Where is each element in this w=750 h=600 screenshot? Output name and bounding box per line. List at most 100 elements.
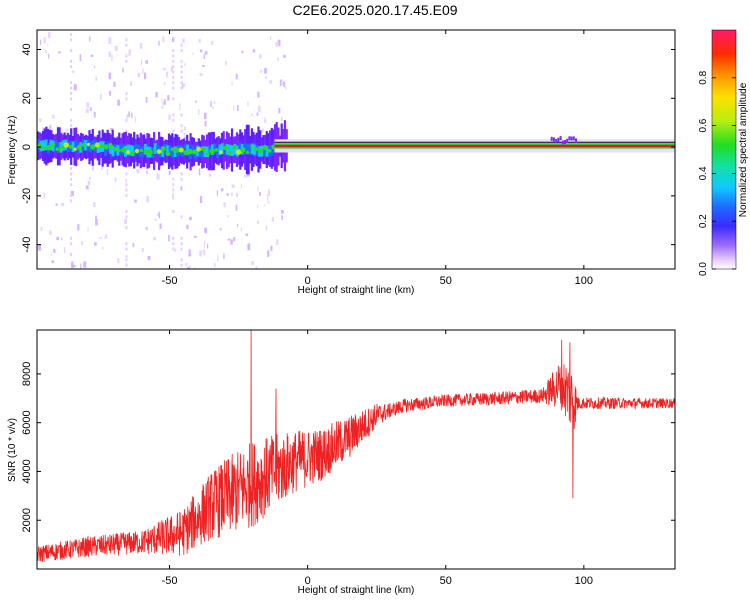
spectrogram-noise-speck [257,204,259,209]
snr-y-tick-label: 4000 [21,459,33,483]
spectrogram-noise-speck [180,242,183,246]
spectrogram-core-column [216,147,219,158]
spectrogram-noise-speck [278,39,281,47]
spectrogram-noise-speck [113,81,116,87]
spectrogram-noise-speck [146,195,149,203]
snr-x-tick-label: 100 [575,575,593,587]
spectrogram-core-column [191,144,195,156]
spectrogram-core-column [54,140,58,152]
spectrogram-noise-speck [141,59,143,66]
spectrogram-noise-speck [210,100,212,107]
spectrogram-green-dot [139,148,143,153]
spectrogram-noise-speck [70,49,73,52]
spectrogram-core-column [166,145,170,156]
snr-frame [36,329,676,570]
spectrogram-core-column [129,144,132,156]
spectrogram-noise-speck [70,108,73,111]
spectrogram-green-dot [258,148,264,154]
spectrogram-noise-speck [235,192,238,197]
spectrogram-noise-speck [45,50,47,54]
spectrogram-noise-speck [261,128,264,133]
spectrogram-noise-speck [227,215,229,218]
spectrogram-noise-speck [198,38,201,43]
spectrogram-core-column [61,140,65,151]
spectrogram-core-column [161,146,165,157]
spectrogram-noise-speck [183,133,187,136]
spectrogram-green-dot [103,144,109,150]
spectrogram-noise-speck [180,258,183,262]
spectrogram-noise-speck [184,126,186,131]
spectrogram-noise-speck [47,32,51,39]
spectrogram-disturbance [575,138,577,143]
spectrogram-noise-speck [200,49,203,53]
spectrogram-green-dot [245,150,250,155]
spectrogram-noise-speck [168,170,171,175]
spectrogram-noise-speck [81,241,84,246]
spectrogram-noise-speck [199,196,203,204]
spectrogram-green-dot [223,145,228,151]
spectrogram-noise-speck [179,103,181,111]
spectrogram-noise-speck [168,234,170,242]
spectrogram-noise-speck [125,193,128,197]
spectrogram-noise-speck [245,233,249,236]
spectrogram-green-dot [117,148,122,153]
spectrogram-noise-speck [172,177,175,181]
spectrogram-core-column [248,143,252,155]
spectrogram-core-column [126,144,130,156]
spectrogram-noise-speck [85,108,89,113]
spectrogram-noise-speck [170,66,173,72]
spectrogram-core-column [263,145,267,157]
spectrogram-core-column [213,143,217,155]
spectrogram-noise-speck [125,215,128,219]
spectrogram-noise-speck [132,242,135,248]
spectrogram-noise-speck [70,91,73,95]
spectrogram-noise-speck [95,219,98,226]
spectrogram-noise-speck [114,177,117,182]
spectrogram-green-dot [200,146,206,152]
spectrogram-green-dot [161,146,166,151]
spectrogram-noise-speck [283,54,286,58]
spectrogram-noise-speck [73,265,76,268]
spectrogram-noise-speck [204,120,207,127]
spectrogram-green-dot [165,151,171,157]
spectrogram-y-tick-label: -40 [21,237,33,253]
spectrogram-noise-speck [269,80,273,84]
spectrogram-noise-speck [141,247,144,252]
spectrogram-noise-speck [125,91,128,95]
spectrogram-noise-speck [38,244,42,251]
spectrogram-noise-speck [182,82,184,89]
spectrogram-noise-speck [40,227,43,231]
spectrogram-noise-speck [125,210,128,213]
spectrogram-disturbance [566,138,569,143]
spectrogram-noise-speck [257,186,259,192]
spectrogram-noise-speck [189,216,192,221]
spectrogram-noise-speck [235,204,238,211]
spectrogram-noise-speck [252,49,256,53]
spectrogram-core-column [183,144,187,156]
spectrogram-noise-speck [106,169,109,176]
spectrogram-noise-speck [40,39,42,45]
spectrogram-noise-speck [174,248,177,252]
spectrogram-noise-speck [70,199,73,203]
spectrogram-noise-speck [172,37,175,42]
spectrogram-noise-speck [136,169,140,174]
spectrogram-x-tick-label: -50 [162,275,178,287]
spectrogram-noise-speck [53,248,56,253]
spectrogram-noise-speck [163,82,166,85]
spectrogram-noise-speck [172,59,175,63]
spectrogram-core-column [218,144,222,155]
spectrogram-red-line [274,144,675,148]
spectrogram-noise-speck [139,43,143,49]
spectrogram-disturbance [559,136,562,141]
spectrogram-noise-speck [208,173,212,177]
spectrogram-noise-speck [125,247,128,251]
spectrogram-noise-speck [240,184,242,189]
spectrogram-noise-speck [51,260,55,264]
spectrogram-noise-speck [180,124,183,128]
spectrogram-green-dot [214,148,219,152]
spectrogram-noise-speck [281,80,284,85]
spectrogram-noise-speck [270,35,272,40]
spectrogram-noise-speck [79,54,82,62]
spectrogram-noise-speck [277,40,280,43]
spectrogram-green-dot [156,149,162,155]
